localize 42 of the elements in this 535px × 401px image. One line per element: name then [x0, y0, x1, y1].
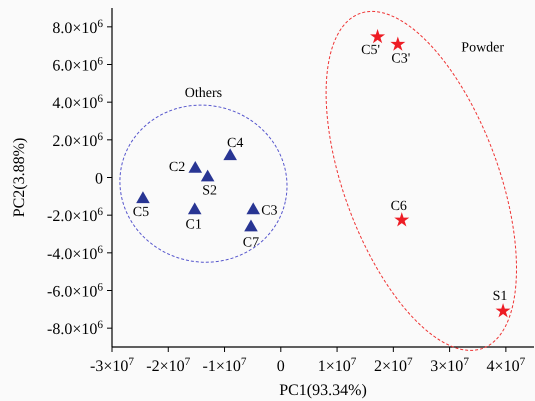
point: [244, 220, 258, 232]
y-tick-label: -8.0×10$^{6}$: [47, 319, 104, 338]
y-tick-label: -6.0×10$^{6}$: [47, 282, 104, 300]
annotation: C7: [242, 235, 260, 250]
annotation: Powder: [461, 40, 504, 56]
annotation: S2: [202, 184, 218, 198]
point: [246, 202, 260, 214]
x-tick-label: -3×10$^{7}$: [90, 356, 134, 375]
y-tick-label: 6.0×10$^{6}$: [52, 56, 104, 74]
annotation: Others: [184, 86, 222, 102]
x-tick-label: 3×10$^{7}$: [430, 356, 470, 375]
point: [200, 170, 214, 182]
x-tick-label: 4×10$^{7}$: [486, 356, 526, 375]
y-tick-label: 0: [95, 170, 103, 188]
point: [188, 160, 202, 173]
annotation: S1: [492, 289, 508, 304]
x-tick-label: -2×10$^{7}$: [146, 356, 191, 375]
annotation: C3': [391, 51, 410, 66]
point: [136, 191, 150, 204]
annotation: C2: [168, 160, 186, 175]
annotation: C5': [361, 42, 380, 58]
point: [223, 148, 237, 160]
x-tick-label: 2×10$^{7}$: [374, 356, 414, 375]
y-tick-label: 2.0×10$^{6}$: [52, 130, 104, 150]
x-axis-title: PC1(93.34%): [279, 382, 367, 399]
annotation: C4: [226, 136, 244, 152]
annotation: C5: [132, 205, 150, 220]
y-axis-title: PC2(3.88%): [11, 138, 28, 218]
annotation: C3: [261, 203, 278, 218]
point: [390, 36, 406, 51]
x-tick-label: 0: [276, 358, 285, 375]
point: [370, 28, 386, 44]
x-tick-label: -1×10$^{7}$: [202, 356, 247, 375]
annotation: C1: [186, 217, 202, 232]
y-tick-label: -2.0×10$^{6}$: [47, 206, 104, 226]
x-tick-label: 1×10$^{7}$: [318, 356, 357, 375]
y-tick-label: -4.0×10$^{6}$: [47, 244, 104, 263]
point: [188, 202, 202, 214]
y-tick-label: 8.0×10$^{6}$: [52, 18, 104, 37]
annotation: C6: [390, 199, 407, 214]
point: [394, 212, 410, 226]
y-tick-label: 4.0×10$^{6}$: [52, 93, 104, 112]
